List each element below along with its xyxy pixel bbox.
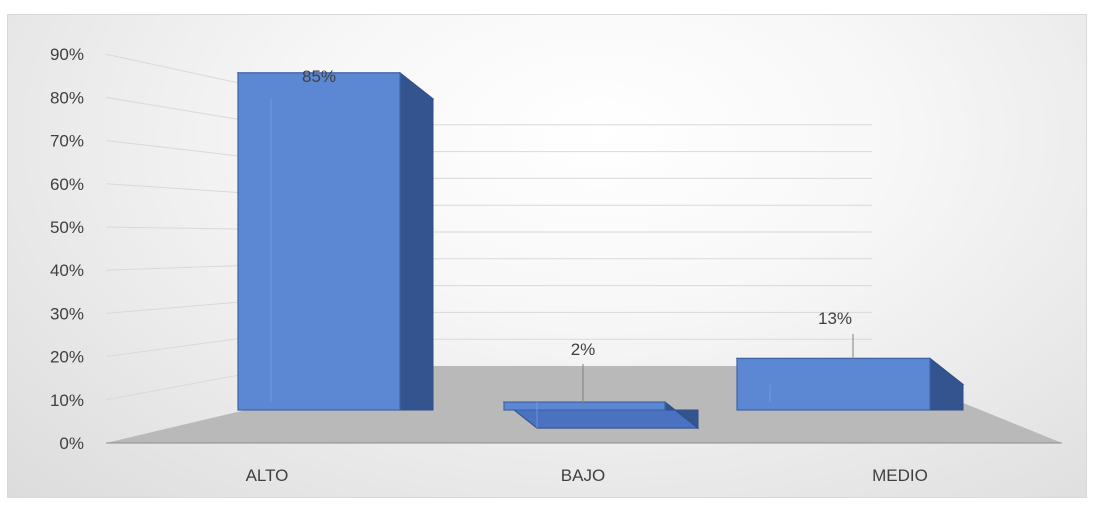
y-tick-label: 20% [50,348,84,367]
data-label: 13% [818,309,852,328]
data-label: 85% [302,67,336,86]
bar-alto [236,71,435,411]
bar-front-face [237,72,401,411]
x-category-label: MEDIO [872,466,928,485]
bar-bajo [502,401,700,430]
bar-side-face [929,357,964,411]
y-tick-label: 40% [50,261,84,280]
data-label: 2% [571,340,596,359]
y-tick-label: 90% [50,45,84,64]
labels: 0% 10% 20% 30% 40% 50% 60% 70% 80% 90% 85% ALTO 2% BA… [50,45,928,485]
bars [236,71,965,430]
bar-front-face [503,401,666,411]
bar-side-face [399,71,434,411]
back-wall [105,53,872,401]
y-tick-label: 30% [50,304,84,323]
y-tick-label: 10% [50,391,84,410]
y-tick-label: 70% [50,132,84,151]
y-tick-label: 50% [50,218,84,237]
y-tick-label: 0% [59,434,84,453]
y-tick-label: 80% [50,88,84,107]
x-category-label: ALTO [246,466,289,485]
x-category-label: BAJO [561,466,605,485]
y-tick-label: 60% [50,175,84,194]
bar-medio [735,357,965,411]
bar-front-face [736,357,931,411]
